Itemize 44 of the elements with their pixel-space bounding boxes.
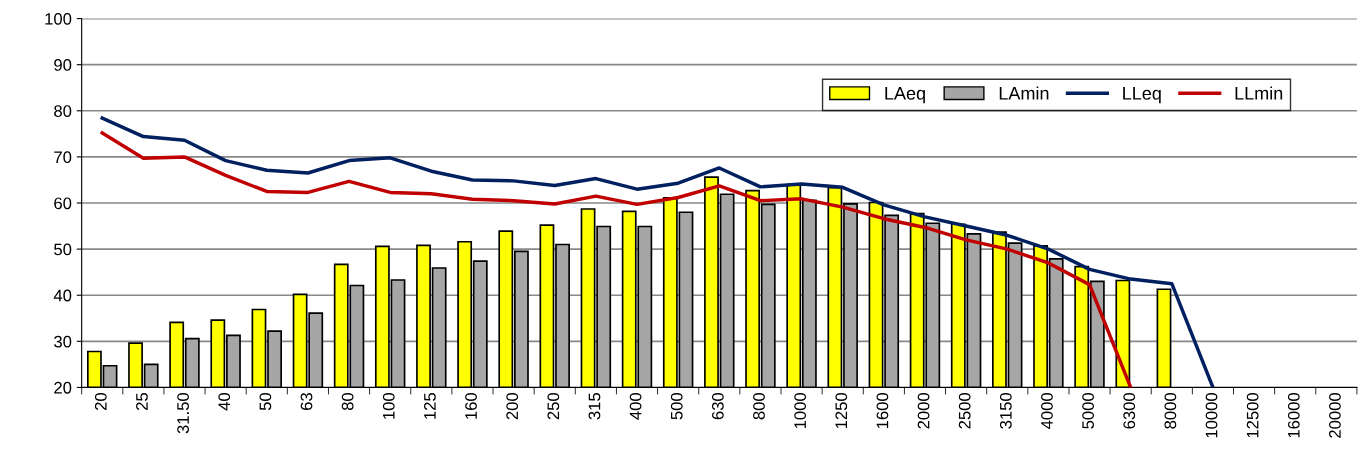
x-tick-label: 25 (136, 393, 148, 410)
x-tick-label: 31.50 (177, 392, 189, 434)
x-tick-label: 40 (218, 392, 231, 411)
y-tick-label: 50 (54, 243, 72, 256)
x-tick-label: 20 (94, 392, 107, 410)
y-tick-label: 30 (54, 335, 72, 348)
x-tick-label: 63 (300, 393, 313, 410)
x-tick-label: 5000 (1082, 392, 1094, 429)
x-tick-label: 50 (259, 392, 272, 411)
y-tick-label: 100 (45, 12, 72, 25)
x-tick-label: 2500 (958, 392, 971, 429)
x-tick-label: 250 (547, 392, 560, 420)
x-tick-label: 1000 (794, 392, 807, 429)
y-tick-label: 40 (53, 289, 72, 302)
x-tick-label: 16000 (1287, 392, 1300, 438)
x-tick-label: 10000 (1205, 392, 1218, 438)
x-tick-label: 8000 (1164, 392, 1177, 429)
legend-label: LAeq (885, 87, 925, 104)
y-tick-label: 60 (54, 197, 72, 210)
x-tick-label: 125 (424, 393, 436, 419)
y-tick-label: 70 (54, 151, 72, 164)
x-tick-label: 12500 (1246, 392, 1259, 438)
x-tick-label: 800 (753, 392, 765, 420)
x-tick-label: 630 (711, 392, 724, 420)
x-tick-label: 1600 (876, 392, 889, 429)
x-tick-label: 100 (382, 392, 395, 419)
legend-label: LAmin (999, 86, 1049, 100)
x-tick-label: 6300 (1123, 392, 1136, 429)
x-tick-label: 500 (670, 392, 683, 420)
x-tick-label: 80 (341, 392, 354, 411)
y-tick-label: 90 (54, 59, 72, 71)
x-tick-label: 3150 (999, 392, 1012, 429)
x-tick-label: 2000 (917, 392, 930, 429)
x-tick-label: 200 (506, 392, 519, 420)
x-tick-label: 1250 (835, 392, 848, 429)
x-tick-label: 160 (465, 392, 477, 419)
x-tick-label: 400 (629, 392, 642, 420)
legend-label: LLeq (1123, 87, 1161, 104)
legend-label: LLmin (1235, 86, 1283, 100)
y-tick-label: 20 (54, 381, 72, 394)
y-tick-label: 80 (54, 105, 72, 117)
x-tick-label: 20000 (1329, 392, 1341, 438)
x-tick-label: 315 (588, 393, 601, 420)
x-tick-label: 4000 (1041, 392, 1053, 429)
